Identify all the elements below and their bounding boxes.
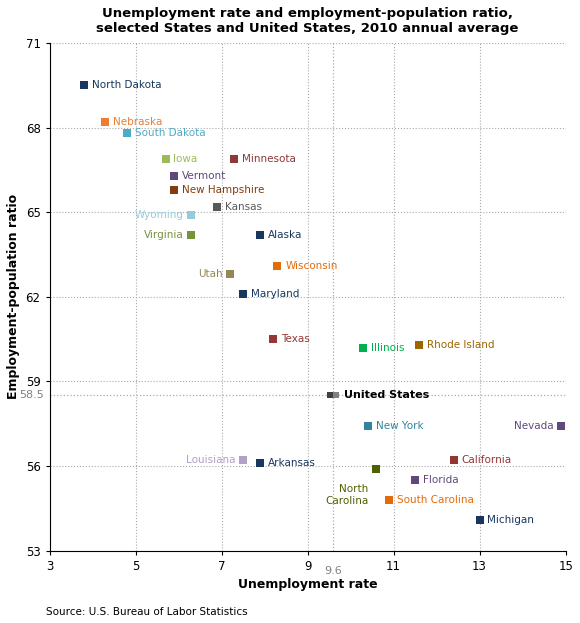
Text: Minnesota: Minnesota	[242, 154, 296, 164]
Text: Maryland: Maryland	[251, 289, 299, 299]
Text: Illinois: Illinois	[371, 343, 405, 353]
Text: New York: New York	[375, 422, 423, 432]
Text: Wyoming: Wyoming	[135, 210, 184, 220]
Text: Utah: Utah	[198, 269, 222, 279]
Text: Alaska: Alaska	[268, 230, 302, 240]
Text: Nevada: Nevada	[514, 422, 553, 432]
Text: California: California	[462, 455, 512, 465]
Text: Kansas: Kansas	[225, 202, 262, 212]
Text: Louisiana: Louisiana	[186, 455, 235, 465]
Y-axis label: Employment-population ratio: Employment-population ratio	[7, 194, 20, 399]
Text: South Carolina: South Carolina	[397, 495, 474, 505]
Text: Nebraska: Nebraska	[113, 117, 162, 127]
Text: United States: United States	[344, 391, 429, 401]
Text: Iowa: Iowa	[173, 154, 198, 164]
Text: North
Carolina: North Carolina	[325, 484, 369, 506]
Title: Unemployment rate and employment-population ratio,
selected States and United St: Unemployment rate and employment-populat…	[96, 7, 519, 35]
Text: South Dakota: South Dakota	[135, 128, 205, 138]
Text: Wisconsin: Wisconsin	[285, 261, 338, 271]
Text: 9.6: 9.6	[324, 566, 342, 576]
X-axis label: Unemployment rate: Unemployment rate	[238, 578, 378, 591]
Text: Arkansas: Arkansas	[268, 458, 316, 468]
Text: North Dakota: North Dakota	[92, 80, 161, 90]
Text: Florida: Florida	[423, 475, 458, 485]
Text: Vermont: Vermont	[182, 171, 226, 181]
Text: Rhode Island: Rhode Island	[427, 340, 495, 350]
Text: 58.5: 58.5	[20, 391, 44, 401]
Text: Texas: Texas	[281, 334, 310, 344]
Text: Michigan: Michigan	[487, 515, 534, 525]
Text: New Hampshire: New Hampshire	[182, 184, 264, 194]
Text: Virginia: Virginia	[144, 230, 184, 240]
Text: Source: U.S. Bureau of Labor Statistics: Source: U.S. Bureau of Labor Statistics	[46, 607, 248, 617]
